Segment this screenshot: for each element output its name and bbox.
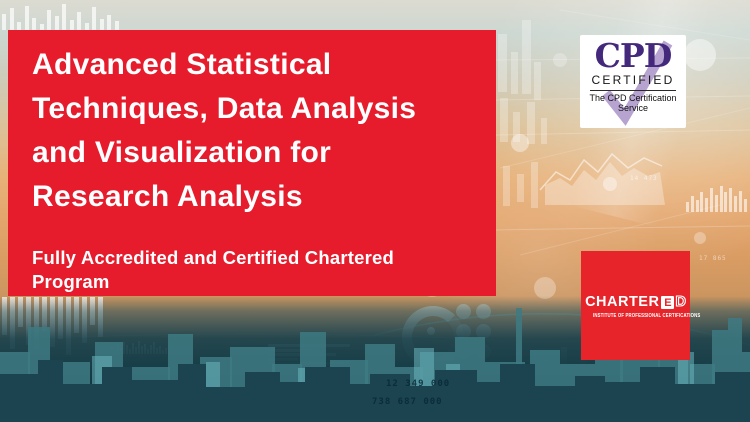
program-subtitle: Fully Accredited and Certified Chartered… — [32, 247, 394, 292]
near-buildings — [0, 296, 750, 422]
cpd-divider — [590, 90, 676, 91]
cpd-acronym: CPD — [594, 36, 673, 75]
cpd-service-line1: The CPD Certification — [589, 93, 677, 103]
cpd-checkmark-icon — [602, 40, 673, 126]
cpd-certified-label: CERTIFIED — [591, 73, 675, 87]
chartered-tagline: INSTITUTE OF PROFESSIONAL CERTIFICATIONS — [592, 313, 701, 319]
course-title-line: and Visualization for — [32, 136, 332, 169]
cpd-badge-content: CPD CERTIFIED The CPD Certification Serv… — [580, 36, 686, 114]
chartered-wordmark: CHARTER E D — [581, 294, 690, 310]
course-title: Advanced Statistical Techniques, Data An… — [32, 43, 472, 219]
hero-panel: Advanced Statistical Techniques, Data An… — [8, 30, 496, 296]
cpd-certified-badge: CPD CERTIFIED The CPD Certification Serv… — [580, 35, 686, 128]
chartered-word-main: CHARTER — [585, 294, 660, 310]
chartered-institute-badge: CHARTER E D INSTITUTE OF PROFESSIONAL CE… — [581, 251, 701, 360]
course-title-line: Research Analysis — [32, 180, 303, 213]
course-title-line: Techniques, Data Analysis — [32, 92, 417, 125]
course-title-line: Advanced Statistical — [32, 48, 332, 81]
chartered-boxed-letter: E — [661, 296, 675, 309]
chartered-outline-letter: D — [675, 294, 687, 310]
cpd-service-line2: Service — [617, 103, 648, 113]
